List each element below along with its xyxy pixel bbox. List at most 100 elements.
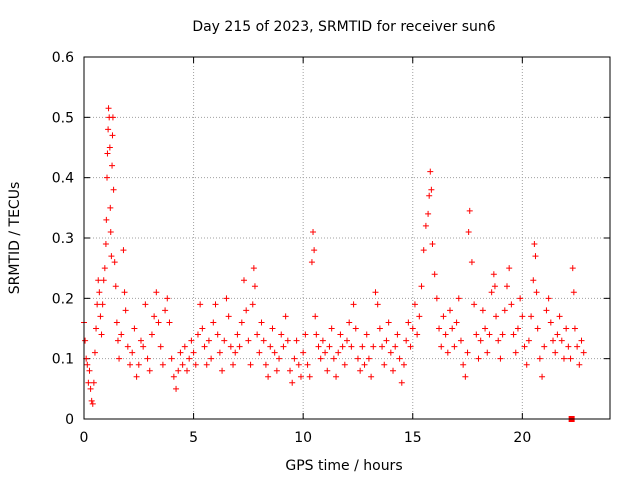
y-tick-label: 0.4	[52, 171, 74, 187]
data-point-marker	[354, 355, 361, 362]
data-point-marker	[221, 337, 228, 344]
data-point-marker	[105, 105, 112, 112]
data-point-marker	[308, 259, 315, 266]
data-point-marker	[442, 331, 449, 338]
data-point-marker	[146, 367, 153, 374]
data-point-marker	[344, 337, 350, 344]
data-point-marker	[250, 265, 257, 272]
data-point-marker	[271, 349, 278, 356]
y-tick-label: 0	[65, 412, 74, 428]
data-point-marker	[396, 355, 403, 362]
data-point-marker	[447, 307, 454, 314]
data-point-marker	[287, 367, 294, 374]
data-point-marker	[109, 132, 116, 139]
data-point-marker	[488, 289, 495, 296]
data-point-marker	[199, 325, 206, 332]
data-point-marker	[405, 319, 412, 326]
data-point-marker	[398, 379, 405, 386]
data-point-marker	[225, 313, 232, 320]
data-point-marker	[372, 289, 379, 296]
data-point-marker	[284, 337, 291, 344]
data-point-marker	[258, 319, 265, 326]
data-point-marker	[116, 355, 123, 362]
data-point-marker	[90, 379, 97, 386]
data-point-marker	[315, 343, 322, 350]
data-point-marker	[491, 283, 498, 290]
data-point-marker	[514, 325, 521, 332]
data-point-marker	[140, 343, 147, 350]
data-point-marker	[530, 277, 537, 284]
data-point-marker	[517, 295, 524, 302]
data-point-marker	[112, 283, 119, 290]
data-point-marker	[455, 295, 462, 302]
data-point-marker	[240, 277, 247, 284]
data-point-marker	[414, 331, 421, 338]
data-point-marker	[512, 349, 519, 356]
data-point-marker	[420, 247, 427, 254]
data-point-marker	[144, 355, 151, 362]
data-point-marker	[219, 367, 226, 374]
data-point-marker	[428, 186, 435, 193]
data-point-marker	[431, 271, 438, 278]
data-point-marker	[109, 162, 116, 169]
data-point-marker	[576, 361, 583, 368]
data-point-marker	[335, 349, 342, 356]
data-point-marker	[91, 349, 98, 356]
data-point-marker	[493, 313, 500, 320]
data-point-marker	[85, 379, 92, 386]
data-point-marker	[403, 337, 410, 344]
data-point-marker	[175, 367, 182, 374]
data-point-marker	[556, 313, 563, 320]
data-point-marker	[503, 283, 510, 290]
data-point-marker	[93, 325, 100, 332]
data-point-marker	[379, 343, 386, 350]
data-point-marker	[95, 277, 102, 284]
data-point-marker	[159, 361, 166, 368]
data-point-marker	[108, 253, 115, 260]
data-point-marker	[124, 343, 131, 350]
data-point-marker	[571, 325, 578, 332]
data-point-marker	[475, 355, 482, 362]
data-point-marker	[142, 301, 149, 308]
data-point-marker	[508, 301, 515, 308]
data-point-marker	[111, 259, 118, 266]
data-point-marker	[289, 379, 296, 386]
data-point-marker	[519, 313, 526, 320]
chart-title: Day 215 of 2023, SRMTID for receiver sun…	[192, 19, 495, 35]
data-point-marker	[194, 331, 201, 338]
data-point-marker	[333, 373, 340, 380]
data-point-marker	[114, 337, 121, 344]
data-point-marker	[110, 186, 117, 193]
data-point-marker	[313, 331, 320, 338]
data-point-marker	[552, 349, 559, 356]
data-point-marker	[96, 289, 103, 296]
data-point-marker	[363, 331, 370, 338]
data-point-marker	[205, 337, 212, 344]
data-point-marker	[346, 319, 353, 326]
data-point-marker	[190, 349, 197, 356]
data-point-marker	[201, 343, 208, 350]
data-point-marker	[473, 331, 480, 338]
data-point-marker	[525, 337, 532, 344]
data-point-marker	[302, 331, 309, 338]
data-point-marker	[361, 361, 368, 368]
data-point-marker	[104, 150, 111, 157]
data-point-marker	[462, 373, 469, 380]
data-point-marker	[383, 337, 390, 344]
data-point-marker	[137, 337, 144, 344]
data-point-marker	[216, 349, 223, 356]
data-point-marker	[319, 337, 326, 344]
data-point-marker	[151, 313, 158, 320]
data-point-marker	[155, 319, 162, 326]
data-point-marker	[173, 385, 180, 392]
data-point-marker	[539, 373, 546, 380]
data-point-marker	[565, 343, 572, 350]
data-point-marker	[88, 397, 95, 404]
data-point-marker	[306, 373, 313, 380]
data-point-marker	[89, 400, 96, 407]
data-points	[81, 105, 587, 422]
data-point-marker	[341, 361, 348, 368]
data-point-marker	[531, 241, 538, 248]
data-point-marker	[192, 361, 199, 368]
data-point-marker	[534, 325, 541, 332]
